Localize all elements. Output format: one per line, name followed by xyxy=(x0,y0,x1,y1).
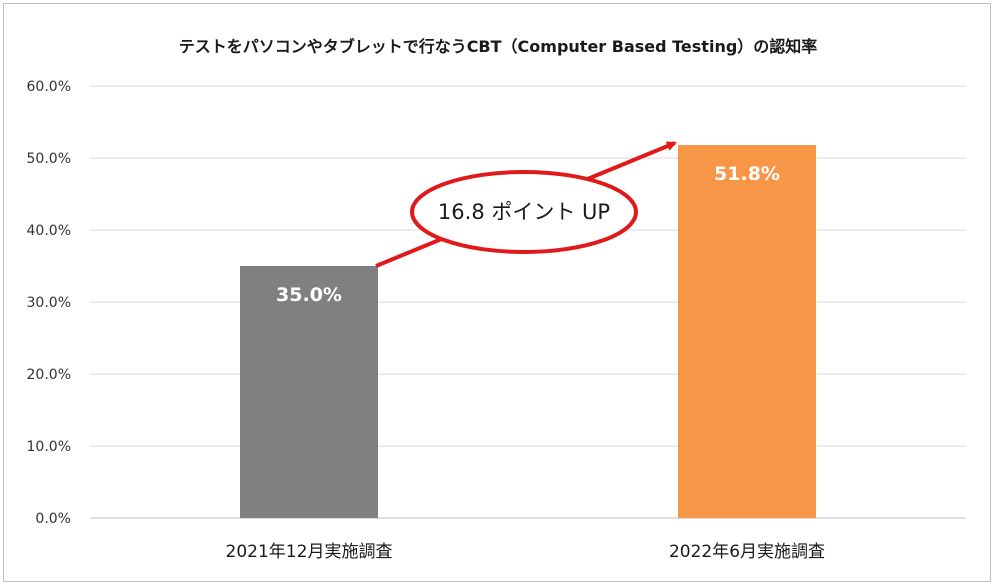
bar xyxy=(678,145,816,519)
bars xyxy=(240,145,816,519)
y-tick-label: 40.0% xyxy=(27,223,71,239)
data-label: 35.0% xyxy=(276,284,342,306)
y-tick-label: 10.0% xyxy=(27,439,71,455)
bar xyxy=(240,266,378,518)
category-label: 2022年6月実施調査 xyxy=(669,542,825,562)
category-label: 2021年12月実施調査 xyxy=(226,542,393,562)
y-axis-ticks: 0.0% 10.0% 20.0% 30.0% 40.0% 50.0% 60.0% xyxy=(27,79,71,527)
callout-text: 16.8 ポイント UP xyxy=(438,200,610,224)
y-tick-label: 20.0% xyxy=(27,367,71,383)
increase-callout: 16.8 ポイント UP xyxy=(375,141,677,268)
chart-frame: テストをパソコンやタブレットで行なうCBT（Computer Based Tes… xyxy=(3,3,991,582)
bar-chart: テストをパソコンやタブレットで行なうCBT（Computer Based Tes… xyxy=(27,37,966,562)
data-label: 51.8% xyxy=(714,163,780,185)
y-tick-label: 0.0% xyxy=(35,511,71,527)
y-tick-label: 30.0% xyxy=(27,295,71,311)
x-axis-categories: 2021年12月実施調査 2022年6月実施調査 xyxy=(226,542,826,562)
y-tick-label: 50.0% xyxy=(27,151,71,167)
y-tick-label: 60.0% xyxy=(27,79,71,95)
callout-ellipse xyxy=(410,170,638,254)
data-labels: 35.0% 51.8% xyxy=(276,163,780,306)
chart-title: テストをパソコンやタブレットで行なうCBT（Computer Based Tes… xyxy=(179,37,818,56)
gridlines xyxy=(90,85,966,519)
